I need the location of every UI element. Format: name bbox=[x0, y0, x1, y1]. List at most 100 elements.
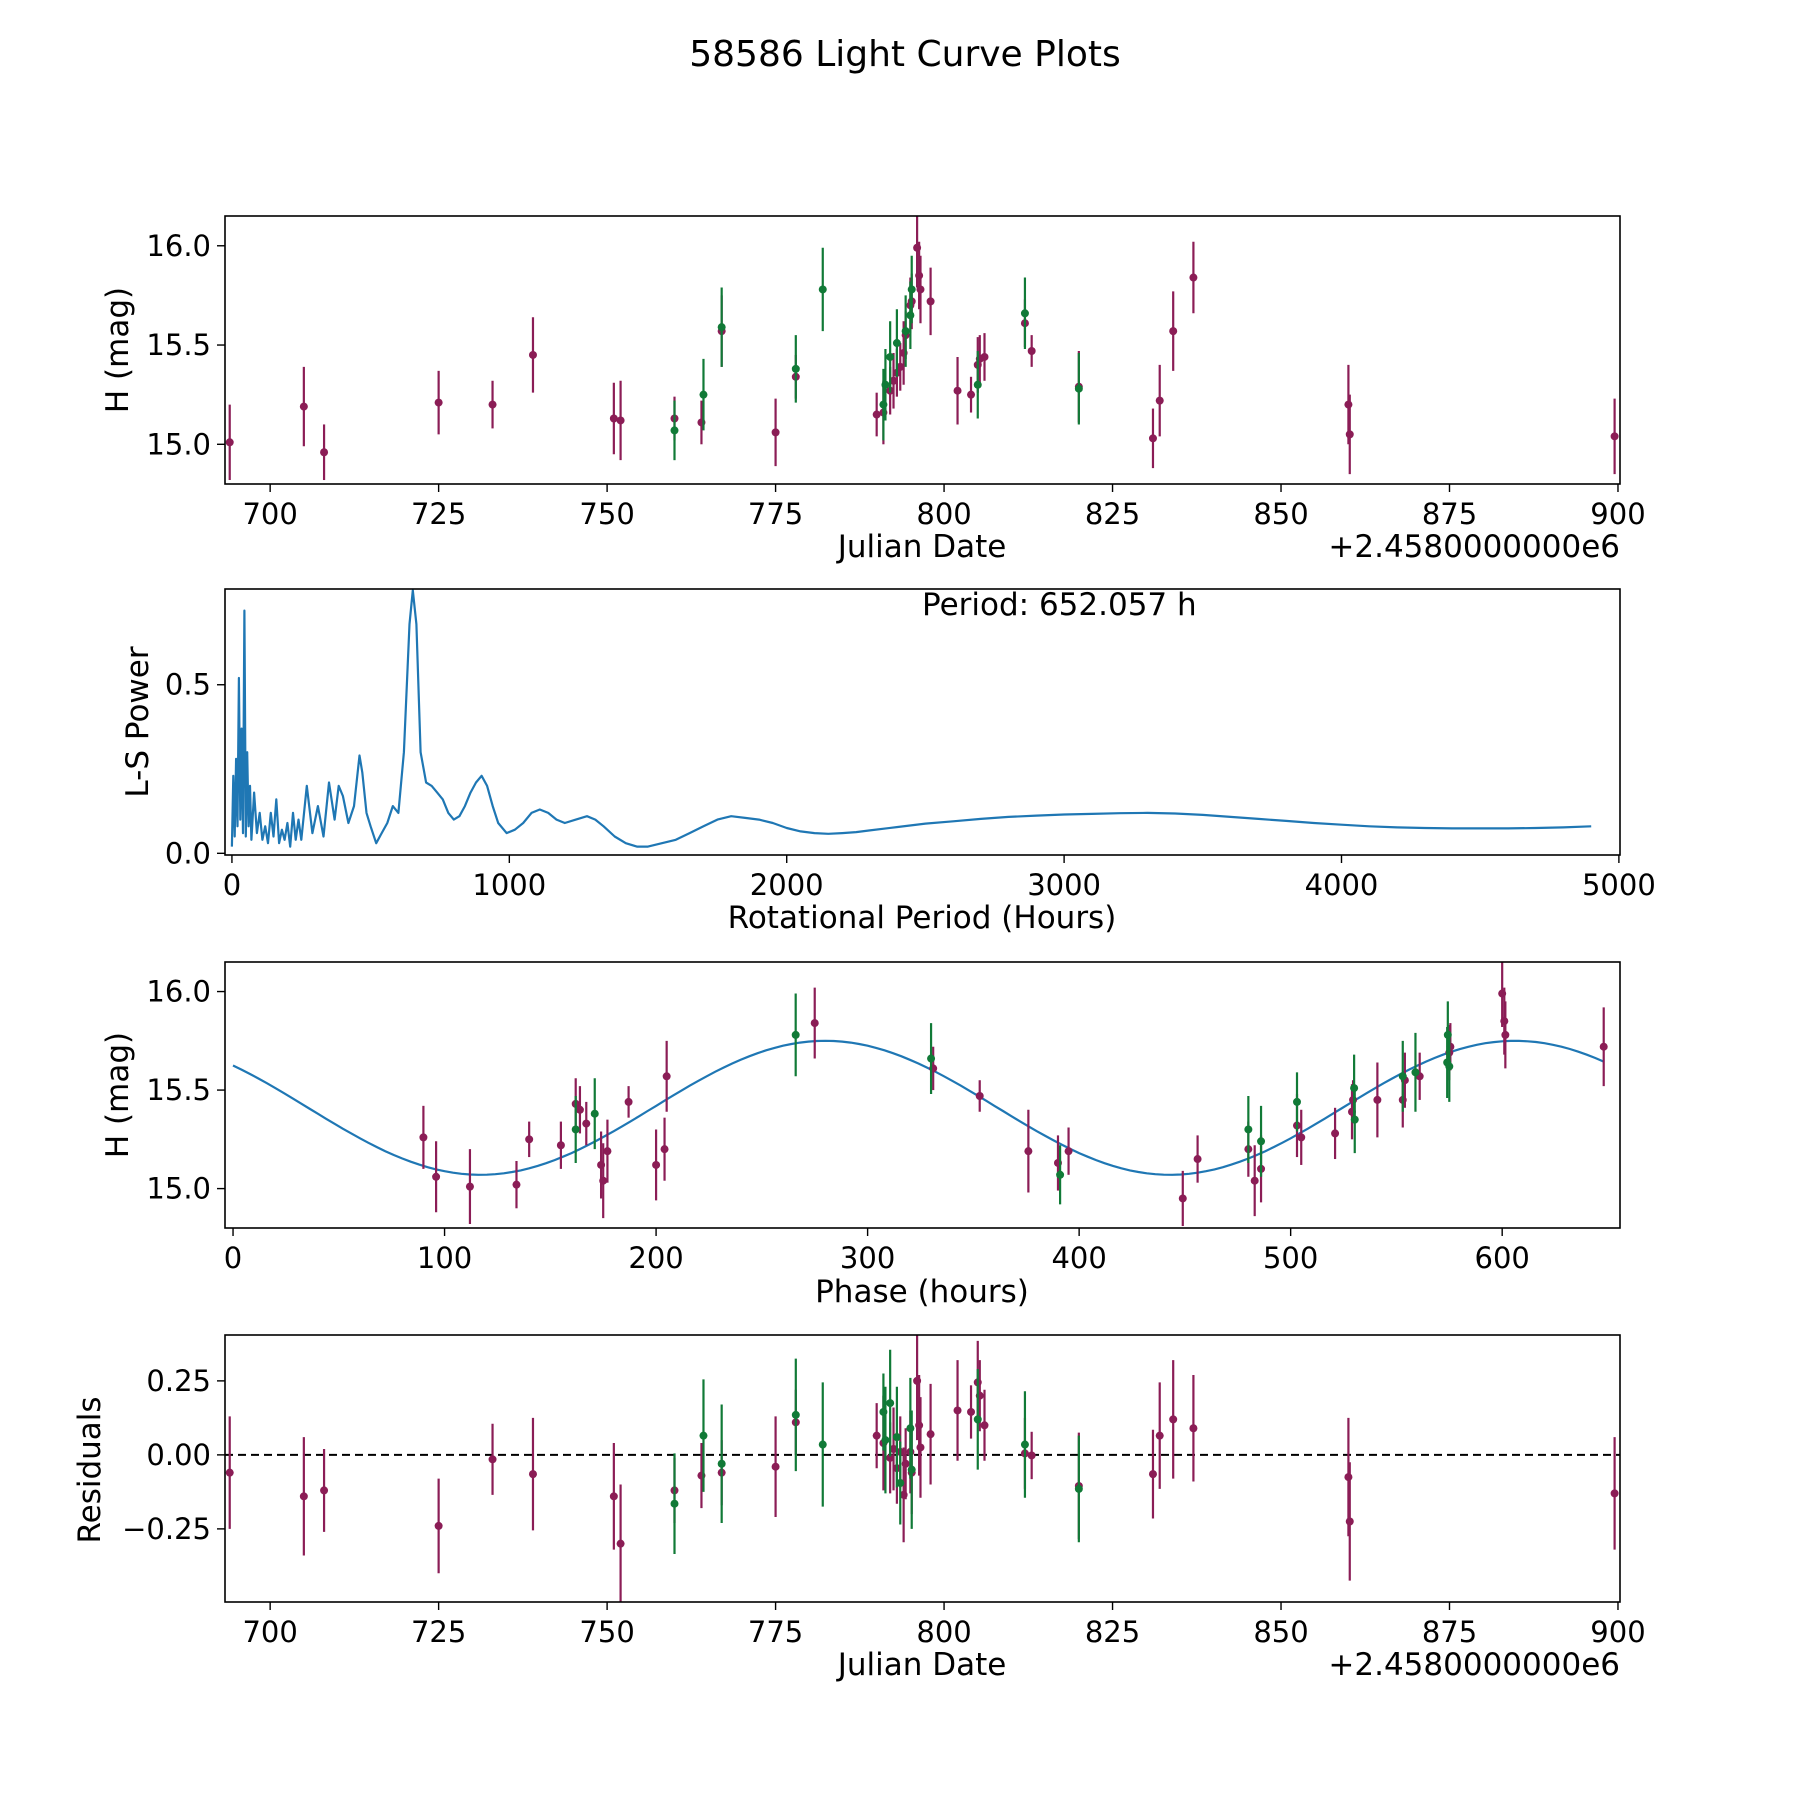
residuals-x-tick-label: 725 bbox=[411, 1615, 466, 1649]
periodogram-x-tick-label: 3000 bbox=[1027, 868, 1101, 902]
light-curve-data-point bbox=[1155, 396, 1164, 405]
phase-fold-panel: 0 100 200 300 400 500 600 15.0 15.5 16.0 Phase (h… bbox=[100, 961, 1621, 1310]
light-curve-x-tick-label: 725 bbox=[411, 497, 466, 531]
phase-fold-data-point bbox=[1024, 1147, 1033, 1156]
residuals-data-point bbox=[901, 1459, 910, 1468]
light-curve-y-tick-label: 15.5 bbox=[146, 328, 211, 362]
residuals-x-tick-label: 750 bbox=[579, 1615, 634, 1649]
periodogram-x-tick-label: 2000 bbox=[750, 868, 824, 902]
residuals-data-point bbox=[886, 1399, 895, 1408]
residuals-data-point bbox=[616, 1539, 625, 1548]
phase-fold-data-point bbox=[1293, 1097, 1302, 1106]
residuals-data-point bbox=[926, 1430, 935, 1439]
phase-fold-data-point bbox=[575, 1105, 584, 1114]
light-curve-data-point bbox=[791, 364, 800, 373]
residuals-x-tick-label: 825 bbox=[1085, 1615, 1140, 1649]
light-curve-data-point bbox=[771, 428, 780, 437]
periodogram-y-axis-label: L-S Power bbox=[120, 646, 156, 797]
residuals-x-tick-label: 800 bbox=[916, 1615, 971, 1649]
phase-fold-data-point bbox=[1297, 1133, 1306, 1142]
residuals-data-point bbox=[528, 1470, 537, 1479]
residuals-data-point bbox=[320, 1486, 329, 1495]
light-curve-data-point bbox=[980, 352, 989, 361]
residuals-y-tick-label: −0.25 bbox=[122, 1512, 211, 1546]
residuals-data-point bbox=[771, 1462, 780, 1471]
residuals-data-point bbox=[1020, 1440, 1029, 1449]
light-curve-data-point bbox=[886, 352, 895, 361]
residuals-data-point bbox=[791, 1410, 800, 1419]
light-curve-plot-area bbox=[225, 216, 1619, 481]
light-curve-x-tick-label: 875 bbox=[1422, 497, 1477, 531]
phase-fold-data-point bbox=[582, 1119, 591, 1128]
phase-fold-data-point bbox=[662, 1072, 671, 1081]
phase-fold-axes-frame bbox=[224, 961, 1621, 1229]
phase-fold-data-point bbox=[1064, 1147, 1073, 1156]
light-curve-data-point bbox=[1148, 434, 1157, 443]
residuals-data-point bbox=[906, 1424, 915, 1433]
phase-fold-data-point bbox=[1331, 1129, 1340, 1138]
phase-fold-data-point bbox=[525, 1135, 534, 1144]
residuals-x-tick-label: 900 bbox=[1590, 1615, 1645, 1649]
phase-fold-marks bbox=[232, 962, 1608, 1227]
phase-fold-data-point bbox=[1443, 1030, 1452, 1039]
light-curve-axes-frame bbox=[224, 215, 1621, 485]
phase-fold-ticks: 0 100 200 300 400 500 600 15.0 15.5 16.0 bbox=[146, 975, 1529, 1275]
phase-fold-data-point bbox=[512, 1180, 521, 1189]
residuals-data-point bbox=[896, 1479, 905, 1488]
light-curve-y-tick-label: 16.0 bbox=[146, 229, 211, 263]
light-curve-y-axis-label: H (mag) bbox=[100, 287, 136, 413]
residuals-y-axis-label: Residuals bbox=[72, 1396, 108, 1543]
light-curve-data-point bbox=[818, 285, 827, 294]
residuals-panel: 700 725 750 775 800 825 850 875 900 −0.25 0.00 0.25… bbox=[72, 1334, 1646, 1683]
light-curve-x-tick-label: 700 bbox=[242, 497, 297, 531]
phase-fold-data-point bbox=[465, 1182, 474, 1191]
periodogram-y-tick-label: 0.0 bbox=[165, 836, 211, 870]
phase-fold-data-point bbox=[1244, 1125, 1253, 1134]
phase-fold-data-point bbox=[1178, 1194, 1187, 1203]
residuals-data-point bbox=[1074, 1484, 1083, 1493]
phase-fold-data-point bbox=[624, 1097, 633, 1106]
residuals-x-offset-label: +2.4580000000e6 bbox=[1328, 1647, 1620, 1683]
phase-fold-data-point bbox=[975, 1091, 984, 1100]
periodogram-x-tick-label: 0 bbox=[223, 868, 241, 902]
light-curve-data-point bbox=[896, 362, 905, 371]
light-curve-data-point bbox=[1610, 432, 1619, 441]
light-curve-panel: 700 725 750 775 800 825 850 875 90015.015.516.0 … bbox=[100, 215, 1646, 565]
residuals-data-point bbox=[892, 1433, 901, 1442]
phase-fold-y-tick-label: 16.0 bbox=[146, 975, 211, 1009]
residuals-data-point bbox=[818, 1440, 827, 1449]
light-curve-x-tick-label: 825 bbox=[1085, 497, 1140, 531]
phase-fold-data-point bbox=[1411, 1068, 1420, 1077]
model-fit-curve bbox=[232, 1039, 1605, 1176]
light-curve-data-point bbox=[225, 438, 234, 447]
phase-fold-data-point bbox=[571, 1125, 580, 1134]
light-curve-data-point bbox=[1345, 430, 1354, 439]
phase-fold-data-point bbox=[1398, 1072, 1407, 1081]
residuals-data-point bbox=[915, 1421, 924, 1430]
periodogram-x-tick-label: 4000 bbox=[1305, 868, 1379, 902]
phase-fold-data-point bbox=[1599, 1042, 1608, 1051]
light-curve-data-point bbox=[299, 402, 308, 411]
residuals-data-point bbox=[670, 1499, 679, 1508]
periodogram-axes-frame bbox=[224, 588, 1621, 856]
phase-fold-data-point bbox=[1257, 1137, 1266, 1146]
residuals-data-point bbox=[889, 1444, 898, 1453]
phase-fold-data-point bbox=[1373, 1095, 1382, 1104]
residuals-data-point bbox=[488, 1455, 497, 1464]
residuals-x-tick-label: 875 bbox=[1422, 1615, 1477, 1649]
light-curve-data-point bbox=[967, 390, 976, 399]
residuals-plot-area bbox=[225, 1335, 1620, 1602]
residuals-x-tick-label: 700 bbox=[242, 1615, 297, 1649]
phase-fold-plot-area bbox=[232, 962, 1608, 1227]
residuals-data-point bbox=[1610, 1489, 1619, 1498]
periodogram-x-tick-label: 5000 bbox=[1582, 868, 1656, 902]
residuals-ticks: 700 725 750 775 800 825 850 875 900 −0.25 0.00 0.25 bbox=[122, 1364, 1646, 1649]
phase-fold-data-point bbox=[599, 1176, 608, 1185]
periodogram-plot-area bbox=[230, 589, 1592, 848]
light-curve-x-offset-label: +2.4580000000e6 bbox=[1328, 529, 1620, 565]
residuals-data-point bbox=[434, 1521, 443, 1530]
phase-fold-y-tick-label: 15.5 bbox=[146, 1073, 211, 1107]
residuals-axes-frame bbox=[224, 1334, 1621, 1603]
phase-fold-x-tick-label: 400 bbox=[1051, 1241, 1106, 1275]
